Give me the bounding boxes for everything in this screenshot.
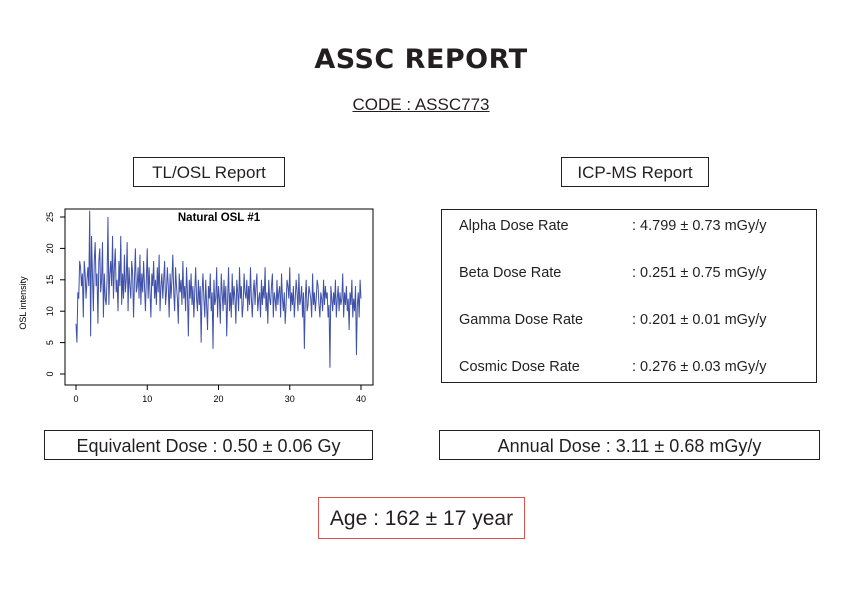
x-tick-label: 30 bbox=[285, 394, 295, 404]
chart-title: Natural OSL #1 bbox=[178, 212, 261, 224]
age-result-box: Age : 162 ± 17 year bbox=[318, 497, 525, 539]
y-tick-label: 0 bbox=[45, 371, 55, 376]
alpha-dose-rate-label: Alpha Dose Rate bbox=[459, 218, 569, 234]
x-tick-label: 20 bbox=[213, 394, 223, 404]
gamma-dose-rate-label: Gamma Dose Rate bbox=[459, 312, 584, 328]
y-tick-label: 10 bbox=[45, 306, 55, 316]
tl-osl-report-label: TL/OSL Report bbox=[133, 157, 285, 187]
dose-rate-table: Alpha Dose Rate : 4.799 ± 0.73 mGy/y Bet… bbox=[441, 209, 817, 383]
y-tick-label: 25 bbox=[45, 212, 55, 222]
gamma-dose-rate-value: : 0.201 ± 0.01 mGy/y bbox=[632, 312, 767, 328]
y-tick-label: 5 bbox=[45, 340, 55, 345]
cosmic-dose-rate-label: Cosmic Dose Rate bbox=[459, 359, 580, 375]
x-tick-label: 40 bbox=[356, 394, 366, 404]
x-tick-label: 0 bbox=[73, 394, 78, 404]
beta-dose-rate-label: Beta Dose Rate bbox=[459, 265, 562, 281]
report-title: ASSC REPORT bbox=[314, 44, 528, 75]
report-code: CODE : ASSC773 bbox=[352, 95, 490, 114]
x-tick-label: 10 bbox=[142, 394, 152, 404]
cosmic-dose-rate-value: : 0.276 ± 0.03 mGy/y bbox=[632, 359, 767, 375]
osl-chart: Natural OSL #1 OSL intensity 0 10 20 30 40 0 5… bbox=[18, 208, 374, 404]
y-axis-label: OSL intensity bbox=[18, 276, 28, 330]
equivalent-dose-box: Equivalent Dose : 0.50 ± 0.06 Gy bbox=[44, 430, 373, 460]
y-tick-label: 15 bbox=[45, 275, 55, 285]
y-tick-label: 20 bbox=[45, 243, 55, 253]
annual-dose-box: Annual Dose : 3.11 ± 0.68 mGy/y bbox=[439, 430, 820, 460]
beta-dose-rate-value: : 0.251 ± 0.75 mGy/y bbox=[632, 265, 767, 281]
series-line bbox=[75, 210, 362, 368]
alpha-dose-rate-value: : 4.799 ± 0.73 mGy/y bbox=[632, 218, 767, 234]
icp-ms-report-label: ICP-MS Report bbox=[561, 157, 709, 187]
